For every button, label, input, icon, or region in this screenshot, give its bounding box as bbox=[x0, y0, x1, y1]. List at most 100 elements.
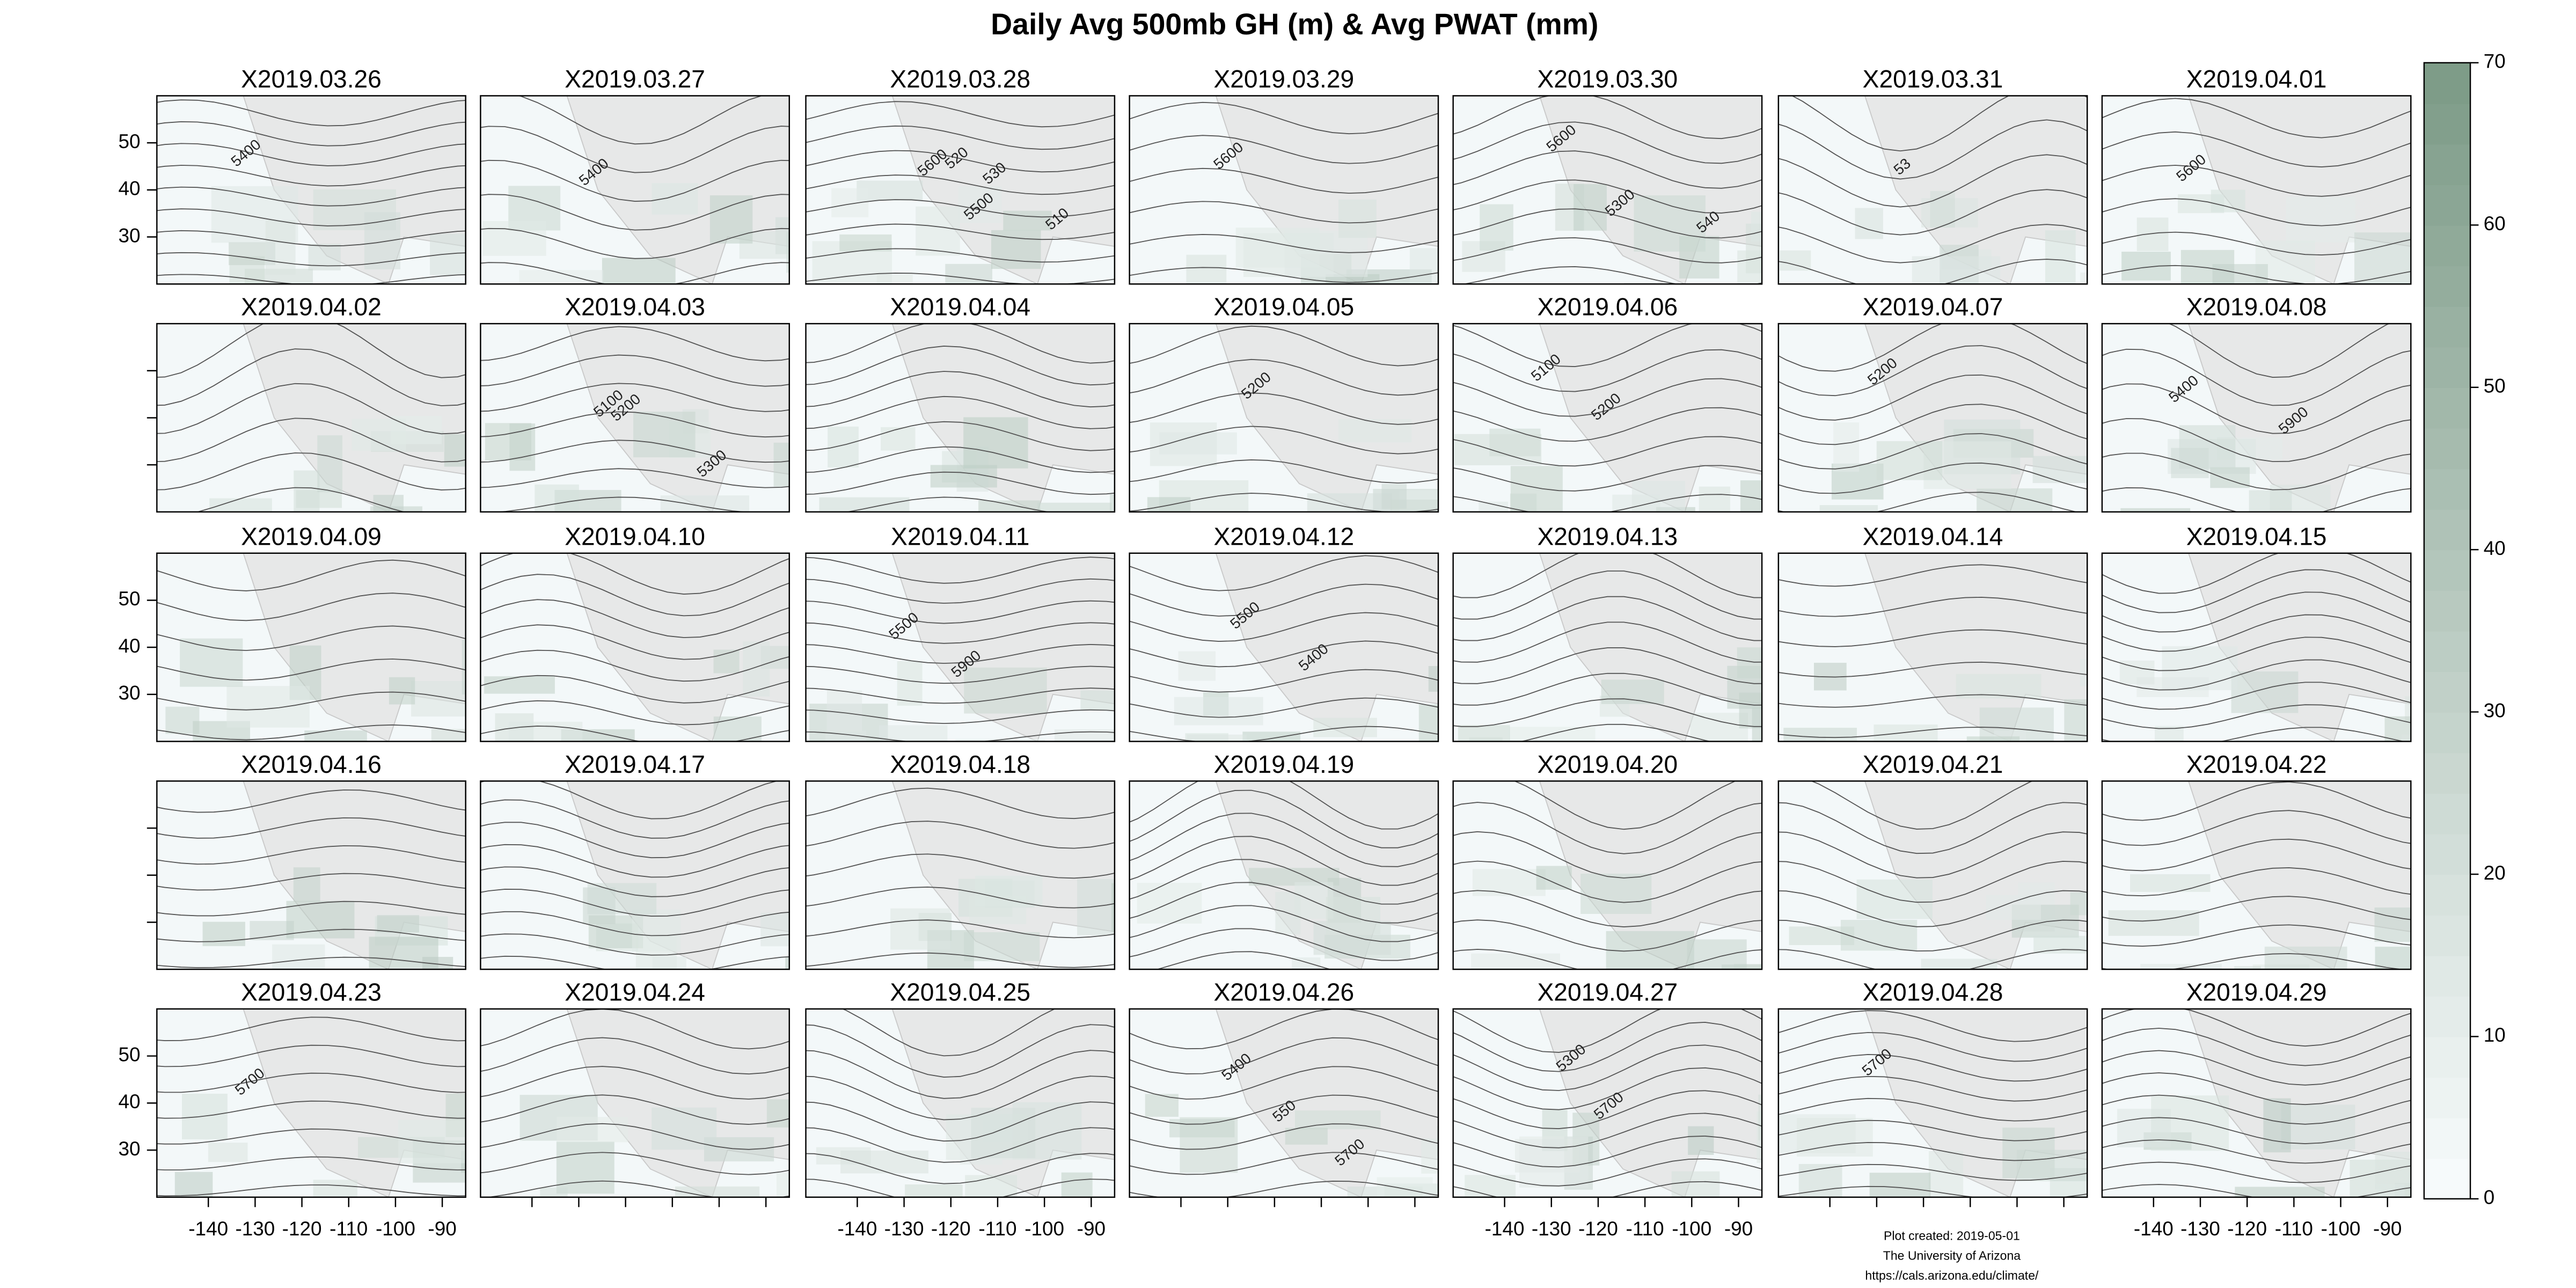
contour bbox=[480, 1123, 789, 1150]
colorbar-step bbox=[2424, 468, 2471, 510]
contour bbox=[480, 1152, 789, 1175]
shade bbox=[1699, 486, 1730, 512]
colorbar-tick-label: 50 bbox=[2484, 375, 2506, 397]
colorbar-step bbox=[2424, 1036, 2471, 1078]
contour bbox=[480, 159, 789, 202]
shade bbox=[1833, 422, 1860, 472]
contour bbox=[806, 665, 1115, 684]
shade bbox=[1624, 282, 1656, 284]
shade bbox=[819, 497, 910, 512]
colorbar-step bbox=[2424, 184, 2471, 226]
shade bbox=[2120, 508, 2191, 512]
contour bbox=[480, 326, 789, 362]
x-tick-label: -90 bbox=[428, 1218, 456, 1240]
colorbar-tick-label: 30 bbox=[2484, 699, 2506, 721]
panel-title: X2019.04.23 bbox=[241, 978, 382, 1006]
contour bbox=[157, 901, 466, 917]
colorbar-step bbox=[2424, 833, 2471, 875]
panel-frame bbox=[2101, 780, 2412, 970]
shade bbox=[462, 639, 466, 695]
shade bbox=[1855, 208, 1883, 239]
contour bbox=[1778, 345, 2088, 397]
contour bbox=[1778, 564, 2088, 587]
panel bbox=[806, 781, 1115, 970]
x-tick-label: -110 bbox=[978, 1218, 1016, 1240]
contour bbox=[2102, 727, 2406, 742]
shade bbox=[1986, 895, 2041, 920]
contour bbox=[2102, 953, 2405, 970]
shade bbox=[1671, 1171, 1720, 1197]
shade bbox=[2375, 947, 2411, 970]
shade bbox=[1574, 184, 1607, 231]
contour bbox=[157, 324, 466, 378]
contour bbox=[1129, 135, 1438, 164]
shade bbox=[2006, 976, 2062, 996]
shade bbox=[508, 721, 583, 742]
shade bbox=[2234, 966, 2261, 970]
x-tick-label: -110 bbox=[1626, 1218, 1664, 1240]
footnote: The University of Arizona bbox=[1883, 1249, 2021, 1263]
contour bbox=[480, 126, 789, 173]
contour bbox=[1778, 189, 2088, 236]
shade bbox=[1733, 964, 1762, 970]
shade bbox=[1080, 690, 1115, 711]
shade bbox=[1147, 497, 1191, 512]
contour bbox=[1453, 570, 1762, 620]
contour bbox=[806, 324, 1115, 364]
panel-title: X2019.03.31 bbox=[1863, 65, 2003, 93]
colorbar-step bbox=[2424, 712, 2471, 753]
contour bbox=[1778, 1163, 2088, 1181]
panel-frame bbox=[1777, 95, 2088, 285]
contour bbox=[806, 471, 1115, 495]
contour bbox=[516, 96, 763, 145]
colorbar-step bbox=[2424, 874, 2471, 916]
panel-frame bbox=[480, 552, 790, 742]
contour bbox=[2102, 1139, 2411, 1164]
shade bbox=[2375, 1151, 2411, 1190]
contour bbox=[1129, 392, 1438, 425]
contour bbox=[480, 1066, 789, 1100]
contour bbox=[480, 675, 789, 704]
contour bbox=[1453, 179, 1762, 214]
contour bbox=[1453, 1158, 1762, 1187]
panel-title: X2019.04.03 bbox=[565, 293, 705, 321]
colorbar-frame bbox=[2423, 62, 2471, 1200]
shade bbox=[709, 195, 753, 244]
contour bbox=[1778, 492, 2079, 512]
contour bbox=[2102, 1028, 2411, 1066]
shade bbox=[2249, 490, 2292, 512]
contour bbox=[1129, 669, 1438, 693]
panel-frame bbox=[1777, 323, 2088, 513]
contour bbox=[1778, 1097, 2088, 1122]
contour bbox=[195, 487, 406, 512]
shade bbox=[930, 465, 997, 488]
panel-frame bbox=[805, 1008, 1116, 1198]
contour bbox=[1778, 1141, 2088, 1161]
shade bbox=[825, 730, 867, 742]
shade bbox=[978, 500, 1041, 512]
panel-title: X2019.03.26 bbox=[241, 65, 382, 93]
contour bbox=[1129, 781, 1438, 830]
contour bbox=[2102, 704, 2411, 729]
x-tick-label: -140 bbox=[1485, 1218, 1525, 1240]
panel-title: X2019.04.28 bbox=[1863, 978, 2003, 1006]
panel: 5400 bbox=[157, 96, 466, 284]
panel-frame bbox=[1452, 95, 1763, 285]
colorbar-step bbox=[2424, 306, 2471, 348]
shade bbox=[1458, 725, 1510, 742]
contour bbox=[1453, 494, 1762, 512]
shade bbox=[1966, 736, 2020, 742]
contour bbox=[806, 622, 1115, 644]
panel bbox=[157, 553, 466, 742]
contour bbox=[157, 418, 466, 463]
panel-frame bbox=[2101, 552, 2412, 742]
shade bbox=[208, 1143, 248, 1162]
shade bbox=[1235, 228, 1320, 268]
panel-title: X2019.04.11 bbox=[891, 522, 1029, 550]
shade bbox=[1326, 897, 1381, 934]
contour bbox=[1453, 672, 1762, 706]
panel-frame bbox=[1129, 323, 1439, 513]
shade bbox=[556, 1141, 614, 1194]
